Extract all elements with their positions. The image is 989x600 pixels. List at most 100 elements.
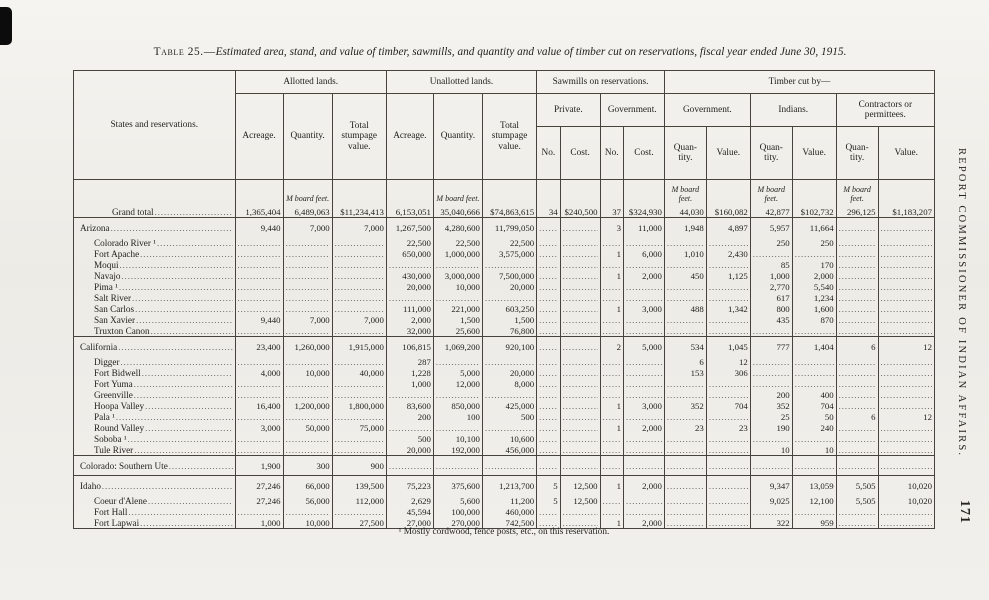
dot-leader: ........................................… <box>880 379 932 389</box>
dot-leader: ........................................… <box>602 238 622 248</box>
dot-leader: ........................................… <box>388 423 431 433</box>
row-label: Colorado: Southern Ute <box>80 461 168 471</box>
row-label: Hoopa Valley <box>94 401 145 411</box>
data-cell: 10,600 <box>481 433 538 444</box>
data-cell: ........................................… <box>877 455 936 476</box>
data-cell: 2,000 <box>385 314 434 325</box>
dot-leader: ........................................… <box>752 507 790 517</box>
row-label: Digger <box>94 357 120 367</box>
data-cell: ........................................… <box>599 314 625 325</box>
data-cell: 2,000 <box>623 422 665 433</box>
data-cell: 1,010 <box>663 248 707 259</box>
dot-leader: ........................................… <box>334 445 384 455</box>
data-cell: 12,000 <box>432 378 483 389</box>
data-cell: ........................................… <box>599 367 625 378</box>
table-row-idaho: Idaho...................................… <box>73 475 936 495</box>
data-cell: ........................................… <box>705 314 751 325</box>
dot-leader: ........................................… <box>626 461 662 471</box>
data-cell: ........................................… <box>749 356 793 367</box>
dot-leader: ........................................… <box>666 481 704 491</box>
row-label-cell: Idaho...................................… <box>73 475 236 495</box>
dot-leader: ........................................… <box>838 518 876 528</box>
row-label-cell: Salt River..............................… <box>73 292 236 303</box>
dot-leader: ........................................… <box>147 496 233 506</box>
data-cell: 10,000 <box>432 281 483 292</box>
dot-leader: ........................................… <box>562 379 598 389</box>
data-cell: ........................................… <box>481 422 538 433</box>
data-cell: 221,000 <box>432 303 483 314</box>
dot-leader: ........................................… <box>626 507 662 517</box>
data-cell: ........................................… <box>623 314 665 325</box>
dot-leader: ........................................… <box>285 507 330 517</box>
dot-leader: ........................................… <box>626 238 662 248</box>
dot-leader: ........................................… <box>666 238 704 248</box>
data-cell: 1 <box>599 422 625 433</box>
data-cell: ........................................… <box>282 270 333 281</box>
dot-leader: ........................................… <box>666 412 704 422</box>
dot-leader: ........................................… <box>880 238 932 248</box>
row-label: Fort Bidwell <box>94 368 141 378</box>
data-cell: ........................................… <box>331 281 387 292</box>
data-cell: ........................................… <box>559 303 601 314</box>
data-cell: ........................................… <box>835 356 879 367</box>
data-cell: 16,400 <box>234 400 284 411</box>
group-header-allotted-lands: Allotted lands. <box>234 70 387 94</box>
data-cell: ........................................… <box>663 411 707 422</box>
dot-leader: ........................................… <box>110 223 233 233</box>
data-cell: 5,000 <box>623 336 665 356</box>
data-cell: ........................................… <box>282 433 333 444</box>
dot-leader: ........................................… <box>562 461 598 471</box>
row-label-cell: Moqui...................................… <box>73 259 236 270</box>
col-header-gov-cut-quantity: Quan-tity. <box>663 126 707 180</box>
data-cell: $74,863,615 <box>481 203 538 218</box>
row-label: Colorado River ¹ <box>94 238 156 248</box>
dot-leader: ........................................… <box>880 461 932 471</box>
data-cell: 534 <box>663 336 707 356</box>
dot-leader: ........................................… <box>135 304 232 314</box>
dot-leader: ........................................… <box>562 315 598 325</box>
data-cell: 10,020 <box>877 475 936 495</box>
data-cell: ........................................… <box>663 444 707 456</box>
data-cell: ........................................… <box>282 356 333 367</box>
dot-leader: ........................................… <box>838 368 876 378</box>
dot-leader: ........................................… <box>435 390 480 400</box>
dot-leader: ........................................… <box>708 379 748 389</box>
data-cell: ........................................… <box>623 433 665 444</box>
data-cell: 704 <box>705 400 751 411</box>
dot-leader: ........................................… <box>838 507 876 517</box>
dot-leader: ........................................… <box>285 249 330 259</box>
data-cell: ........................................… <box>234 281 284 292</box>
data-cell: ........................................… <box>623 411 665 422</box>
data-cell: ........................................… <box>234 292 284 303</box>
dot-leader: ........................................… <box>562 249 598 259</box>
data-cell: 2,000 <box>791 270 837 281</box>
dot-leader: ........................................… <box>285 282 330 292</box>
data-cell: $240,500 <box>559 203 601 218</box>
table-row-colorado-southern-ute: Colorado: Southern Ute..................… <box>73 455 936 476</box>
table-row-salt-river: Salt River..............................… <box>73 292 936 303</box>
data-cell: ........................................… <box>385 259 434 270</box>
dot-leader: ........................................… <box>708 461 748 471</box>
units-cell <box>877 179 936 203</box>
data-cell: ........................................… <box>559 259 601 270</box>
dot-leader: ........................................… <box>880 271 932 281</box>
data-cell: ........................................… <box>663 237 707 248</box>
dot-leader: ........................................… <box>838 249 876 259</box>
data-cell: ........................................… <box>835 506 879 517</box>
dot-leader: ........................................… <box>237 249 281 259</box>
data-cell: ........................................… <box>705 433 751 444</box>
col-header-indians-quantity: Quan-tity. <box>749 126 793 180</box>
table-row-truxton-canon: Truxton Canon...........................… <box>73 325 936 337</box>
data-cell: ........................................… <box>623 356 665 367</box>
data-cell: ........................................… <box>663 314 707 325</box>
dot-leader: ........................................… <box>285 379 330 389</box>
data-cell: ........................................… <box>234 325 284 337</box>
data-cell: 7,000 <box>331 217 387 237</box>
table-row-arizona: Arizona.................................… <box>73 217 936 237</box>
dot-leader: ........................................… <box>140 518 232 528</box>
data-cell: 4,000 <box>234 367 284 378</box>
data-cell: 11,000 <box>623 217 665 237</box>
data-cell: ........................................… <box>282 506 333 517</box>
data-cell: 13,059 <box>791 475 837 495</box>
data-cell: 650,000 <box>385 248 434 259</box>
